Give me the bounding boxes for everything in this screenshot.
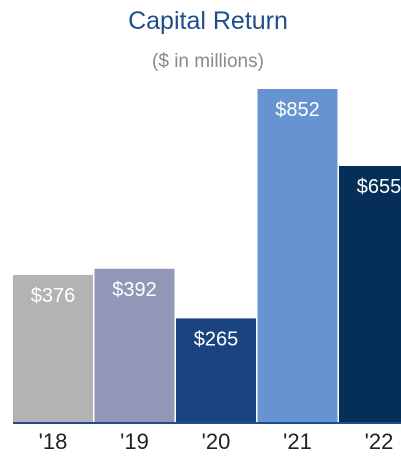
bar-value-label-0: $376 — [31, 285, 76, 307]
bar-value-label-1: $392 — [112, 279, 157, 301]
bar-4 — [339, 166, 401, 422]
x-tick-label-2: '20 — [202, 429, 231, 454]
x-tick-label-3: '21 — [283, 429, 312, 454]
x-tick-label-1: '19 — [120, 429, 149, 454]
bar-3 — [257, 89, 338, 422]
x-tick-label-4: '22 — [365, 429, 394, 454]
x-tick-labels: '18 '19 '20 '21 '22 — [39, 429, 394, 454]
bar-0 — [13, 275, 93, 422]
bar-2 — [176, 318, 256, 422]
bar-value-label-3: $852 — [275, 99, 320, 121]
bar-value-label-4: $655 — [357, 176, 401, 198]
bar-value-label-2: $265 — [194, 328, 239, 350]
chart-subtitle: ($ in millions) — [152, 51, 264, 72]
bar-1 — [94, 268, 175, 422]
bars-group: $376 $392 $265 $852 $655 — [13, 89, 401, 422]
chart-title: Capital Return — [128, 7, 288, 35]
x-tick-label-0: '18 — [39, 429, 68, 454]
